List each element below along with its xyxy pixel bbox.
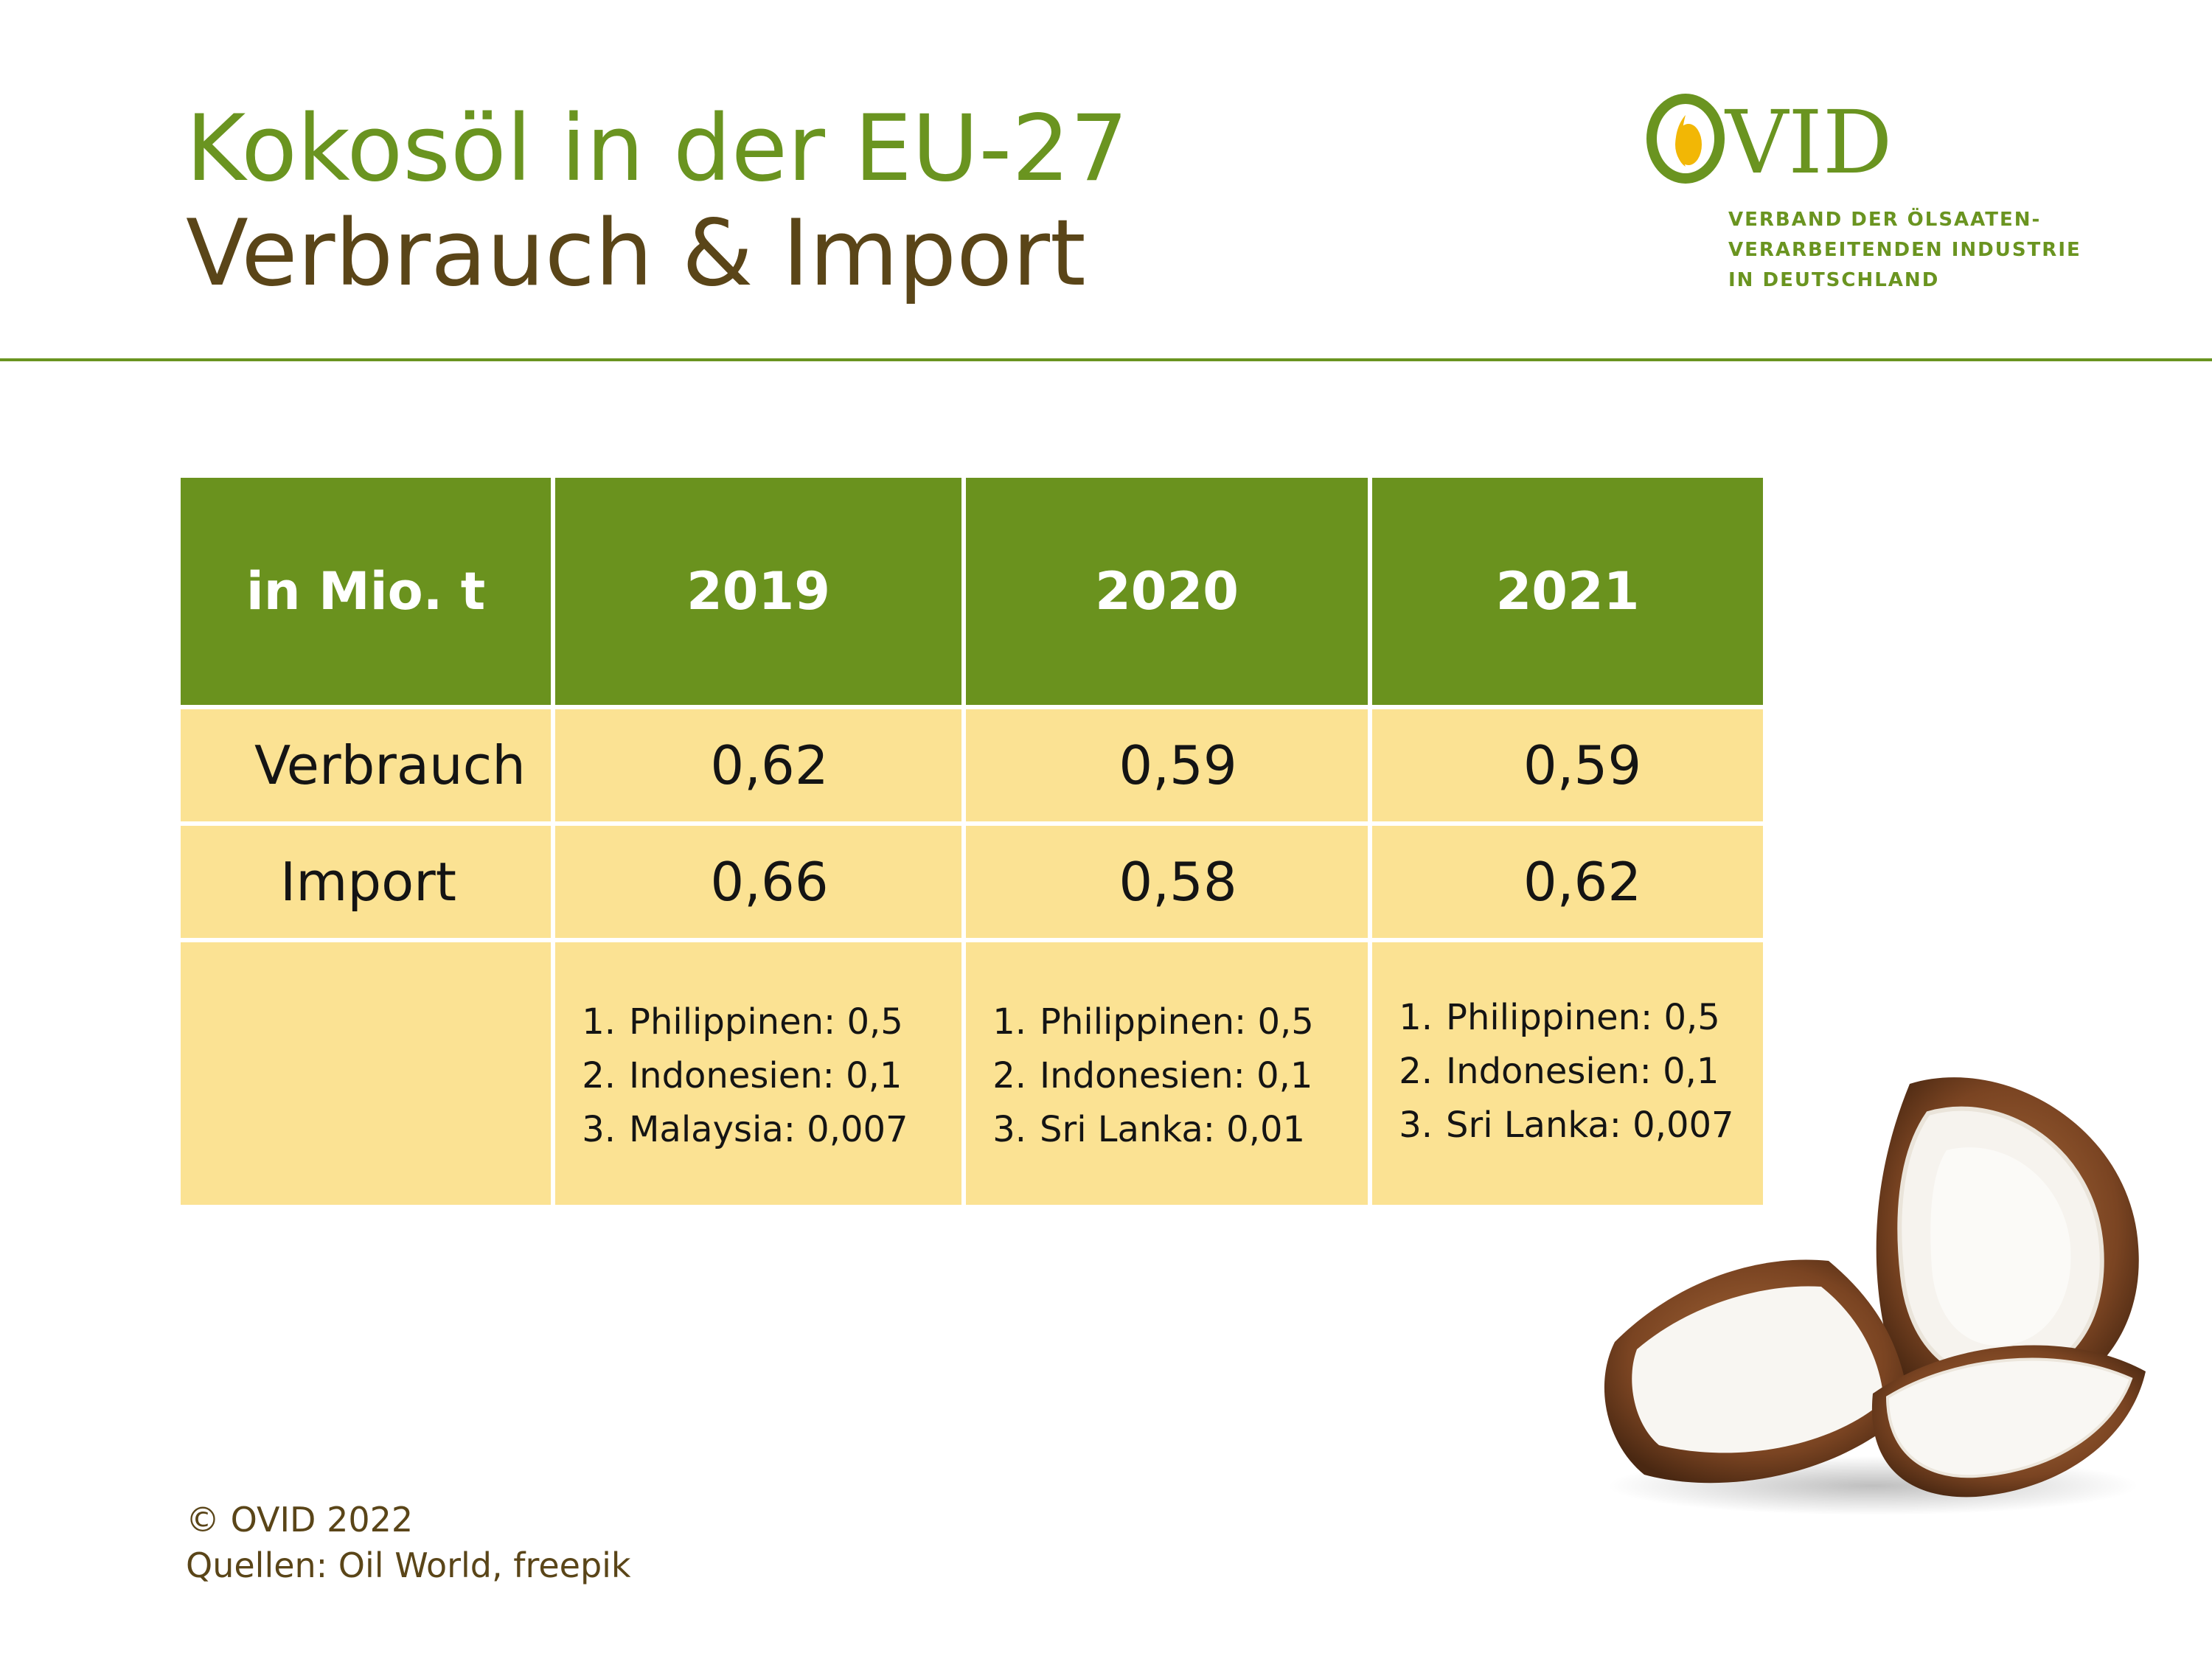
list-item: 3. Malaysia: 0,007 (582, 1109, 908, 1150)
tagline-line: IN DEUTSCHLAND (1728, 269, 1940, 291)
logo-tagline: VERBAND DER ÖLSAATEN- VERARBEITENDEN IND… (1728, 205, 2081, 296)
coconut-icon (1604, 1077, 2146, 1515)
table-cell: 0,62 (555, 709, 961, 821)
tagline-line: VERARBEITENDEN INDUSTRIE (1728, 239, 2081, 261)
table-header-2020: 2020 (966, 478, 1368, 705)
footer: © OVID 2022 Quellen: Oil World, freepik (186, 1497, 631, 1588)
list-item: 2. Indonesien: 0,1 (582, 1055, 902, 1096)
data-table: in Mio. t 2019 2020 2021 Verbrauch 0,62 … (181, 478, 1763, 1205)
table-header-unit: in Mio. t (181, 478, 551, 705)
list-item: 1. Philippinen: 0,5 (1399, 997, 1720, 1038)
table-cell: 0,59 (966, 709, 1368, 821)
origins-list-2019: 1. Philippinen: 0,5 2. Indonesien: 0,1 3. M… (555, 942, 961, 1205)
row-label-verbrauch: Verbrauch (181, 709, 551, 821)
page-subtitle: Verbrauch & Import (186, 201, 1086, 307)
origins-list-2020: 1. Philippinen: 0,5 2. Indonesien: 0,1 3. S… (966, 942, 1368, 1205)
ovid-logo: VID VERBAND DER ÖLSAATEN- VERARBEITENDEN… (1643, 93, 2100, 299)
list-item: 3. Sri Lanka: 0,01 (992, 1109, 1306, 1150)
ovid-wordmark: VID (1646, 93, 1892, 189)
list-item: 2. Indonesien: 0,1 (992, 1055, 1313, 1096)
list-item: 2. Indonesien: 0,1 (1399, 1051, 1719, 1092)
row-label-import: Import (181, 826, 551, 938)
svg-text:VID: VID (1724, 93, 1892, 189)
table-header-2021: 2021 (1372, 478, 1763, 705)
origins-list-2021: 1. Philippinen: 0,5 2. Indonesien: 0,1 3. S… (1372, 942, 1763, 1205)
coconut-image (1563, 1062, 2175, 1519)
list-item: 1. Philippinen: 0,5 (582, 1001, 903, 1043)
table-cell: 0,62 (1372, 826, 1763, 938)
copyright-text: © OVID 2022 (186, 1500, 414, 1540)
list-item: 3. Sri Lanka: 0,007 (1399, 1105, 1734, 1146)
origins-label-cell (181, 942, 551, 1205)
sources-text: Quellen: Oil World, freepik (186, 1545, 631, 1585)
table-header-2019: 2019 (555, 478, 961, 705)
table-cell: 0,59 (1372, 709, 1763, 821)
list-item: 1. Philippinen: 0,5 (992, 1001, 1314, 1043)
page-title: Kokosöl in der EU-27 (186, 96, 1129, 202)
table-cell: 0,66 (555, 826, 961, 938)
header-divider (0, 358, 2212, 361)
table-cell: 0,58 (966, 826, 1368, 938)
tagline-line: VERBAND DER ÖLSAATEN- (1728, 209, 2042, 231)
